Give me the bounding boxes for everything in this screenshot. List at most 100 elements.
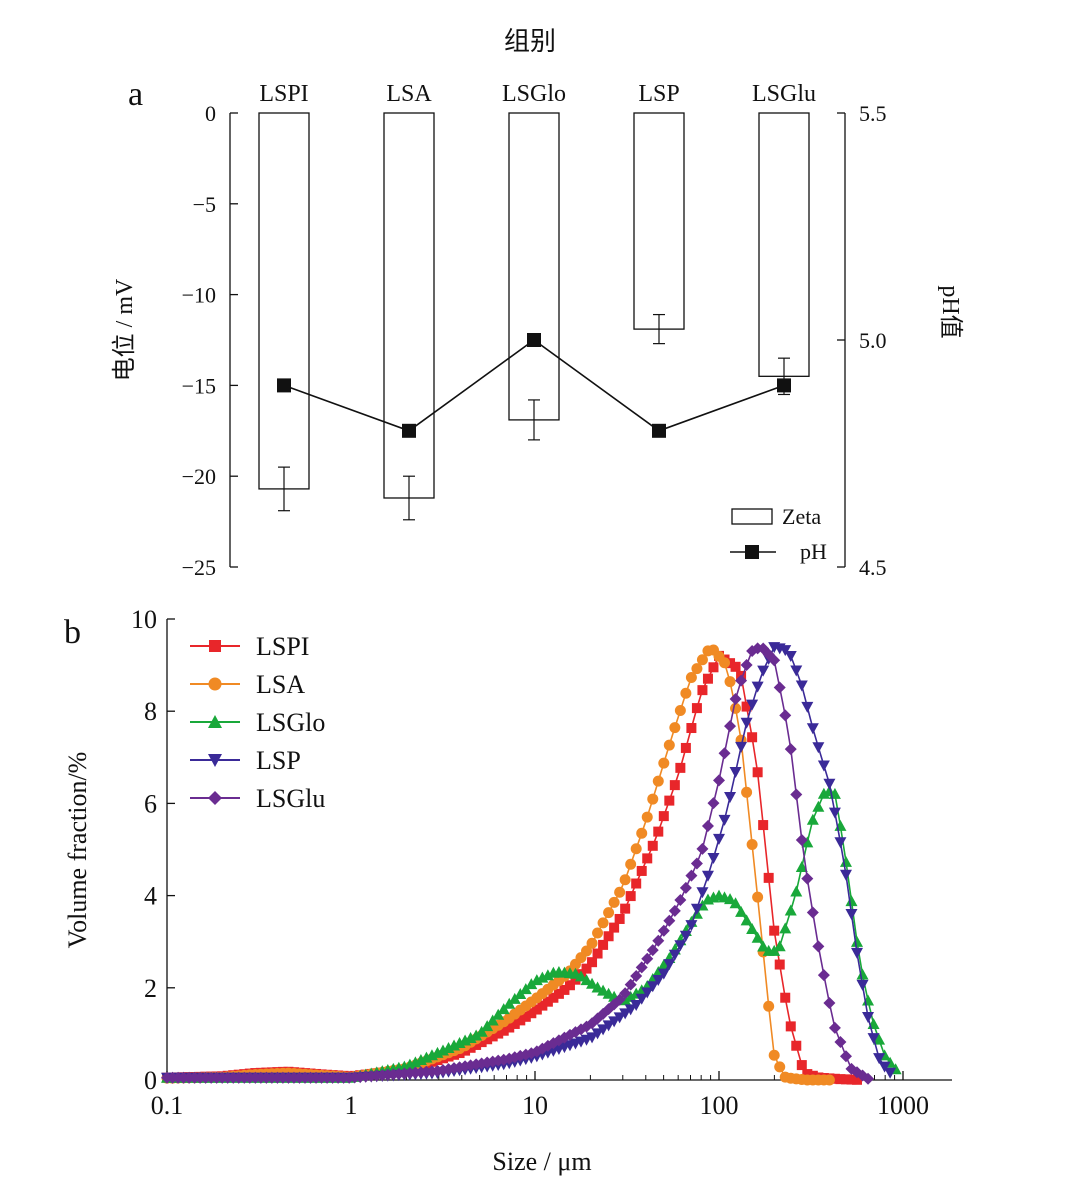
- data-point: [591, 1028, 604, 1040]
- data-point: [856, 979, 869, 991]
- left-y-tick-label: −25: [182, 555, 216, 580]
- data-point: [619, 1008, 632, 1020]
- data-point: [570, 974, 581, 985]
- data-point: [845, 895, 858, 907]
- data-point: [653, 826, 664, 837]
- data-point: [646, 944, 659, 957]
- data-point: [768, 1049, 780, 1061]
- panel-b-legend: LSPI LSA LSGlo LSP LSGlu: [190, 632, 325, 813]
- b-y-tick-label: 2: [144, 974, 157, 1003]
- data-point: [690, 903, 703, 915]
- data-point: [487, 1031, 498, 1042]
- data-point: [680, 742, 691, 753]
- data-point: [619, 874, 631, 886]
- b-x-tick-label: 10: [522, 1091, 548, 1120]
- b-y-tick-label: 8: [144, 697, 157, 726]
- data-point: [471, 1039, 482, 1050]
- data-point: [724, 893, 737, 905]
- data-point: [690, 857, 703, 870]
- category-label: LSP: [638, 81, 679, 107]
- data-point: [679, 930, 692, 942]
- data-point: [746, 923, 759, 935]
- data-point: [520, 1011, 531, 1022]
- data-point: [763, 1000, 775, 1012]
- data-point: [498, 1025, 509, 1036]
- data-point: [735, 741, 748, 753]
- data-point: [812, 940, 825, 953]
- data-point: [724, 792, 737, 804]
- data-point: [587, 957, 598, 968]
- data-point: [592, 927, 604, 939]
- b-y-tick-label: 6: [144, 789, 157, 818]
- data-point: [630, 843, 642, 855]
- legend-label-lspi: LSPI: [256, 632, 309, 661]
- right-y-tick-label: 5.0: [859, 328, 887, 353]
- data-point: [768, 654, 781, 667]
- data-point: [708, 662, 719, 673]
- data-point: [613, 1012, 626, 1024]
- data-point: [581, 945, 593, 957]
- data-point: [669, 780, 680, 791]
- left-y-tick-label: 0: [205, 101, 216, 126]
- data-point: [636, 827, 648, 839]
- panel-label-a: a: [128, 76, 143, 113]
- data-point: [741, 701, 752, 712]
- data-point: [586, 977, 599, 989]
- data-point: [790, 788, 803, 801]
- data-point: [465, 1042, 476, 1053]
- data-point: [668, 904, 681, 917]
- legend-marker-lsp: [208, 754, 222, 767]
- data-point: [746, 838, 758, 850]
- data-point: [729, 766, 742, 778]
- legend-marker-lsa: [208, 677, 222, 691]
- data-point: [475, 1025, 488, 1037]
- series-lsglo: [161, 785, 902, 1083]
- data-point: [796, 1060, 807, 1071]
- data-point: [812, 742, 825, 754]
- data-point: [581, 963, 592, 974]
- data-point: [641, 987, 654, 999]
- data-point: [493, 1028, 504, 1039]
- data-point: [620, 903, 631, 914]
- right-y-tick-label: 5.5: [859, 101, 887, 126]
- data-point: [481, 1020, 494, 1032]
- data-point: [504, 1022, 515, 1033]
- legend-label-lsglo: LSGlo: [256, 708, 325, 737]
- data-point: [790, 885, 803, 897]
- data-point: [779, 709, 792, 722]
- legend-ph-label: pH: [800, 539, 827, 564]
- data-point: [509, 1018, 520, 1029]
- data-point: [652, 975, 665, 987]
- data-point: [718, 814, 731, 826]
- data-point: [747, 732, 758, 743]
- data-point: [795, 680, 808, 692]
- data-point: [751, 931, 764, 943]
- data-point: [482, 1034, 493, 1045]
- data-point: [779, 922, 792, 934]
- data-point: [851, 947, 863, 959]
- panel-b-size-distribution-chart: b Volume fraction/% Size / μm 0 2 4 6 8 10 0.1…: [63, 605, 952, 1176]
- legend-zeta-label: Zeta: [782, 504, 821, 529]
- data-point: [652, 775, 664, 787]
- data-point: [790, 665, 803, 677]
- data-point: [691, 663, 703, 675]
- data-point: [486, 1014, 499, 1026]
- series-lsglu: [161, 642, 875, 1085]
- data-point: [642, 853, 653, 864]
- data-point: [586, 1032, 599, 1044]
- data-point: [845, 909, 858, 921]
- legend-label-lsa: LSA: [256, 670, 305, 699]
- series-line-lsglo: [167, 790, 897, 1079]
- data-point: [564, 980, 575, 991]
- data-point: [580, 974, 593, 986]
- data-point: [817, 760, 830, 772]
- data-point: [575, 970, 587, 982]
- zeta-bar: [258, 112, 310, 490]
- data-point: [852, 1074, 862, 1085]
- data-point: [624, 1004, 637, 1016]
- data-point: [828, 807, 841, 819]
- panel-b-x-label: Size / μm: [492, 1147, 591, 1176]
- data-point: [686, 723, 697, 734]
- data-point: [719, 657, 731, 669]
- data-point: [757, 940, 770, 952]
